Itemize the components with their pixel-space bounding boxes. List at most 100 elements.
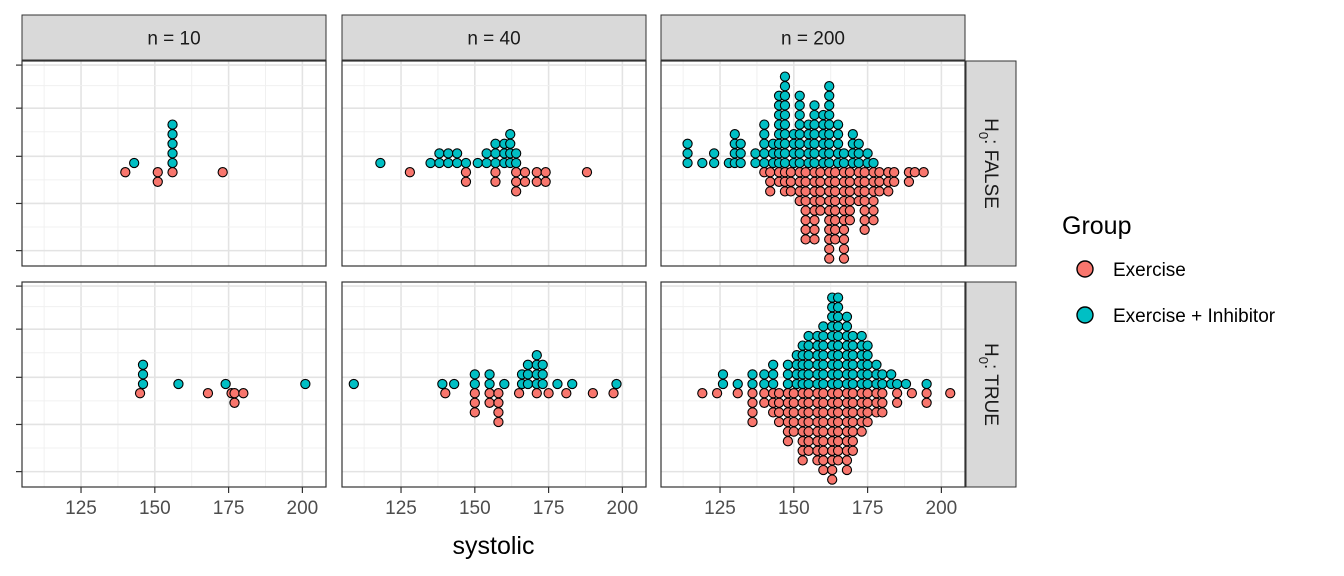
data-point-exercise [540, 167, 551, 178]
facet-label-row: H0: FALSE [976, 118, 1002, 209]
data-point-exercise-inhibitor [803, 350, 814, 361]
data-point-exercise [856, 426, 867, 437]
data-point-exercise [847, 407, 858, 418]
data-point-exercise-inhibitor [537, 378, 548, 390]
data-point-exercise-inhibitor [782, 378, 794, 390]
data-point-exercise-inhibitor [531, 350, 542, 361]
data-point-exercise-inhibitor [838, 148, 850, 159]
data-point-exercise-inhibitor [809, 138, 820, 149]
data-point-exercise [829, 215, 841, 226]
data-point-exercise [838, 243, 850, 255]
data-point-exercise-inhibitor [803, 369, 814, 380]
data-point-exercise [832, 416, 844, 428]
data-point-exercise [697, 388, 708, 399]
data-point-exercise [490, 167, 501, 178]
data-point-exercise-inhibitor [490, 138, 501, 149]
data-point-exercise-inhibitor [484, 369, 495, 380]
data-point-exercise [815, 176, 826, 187]
data-point-exercise [844, 176, 856, 187]
data-point-exercise [829, 186, 841, 197]
data-point-exercise [829, 234, 841, 245]
data-point-exercise-inhibitor [794, 138, 805, 149]
data-point-exercise-inhibitor [469, 378, 480, 390]
data-point-exercise [803, 436, 814, 447]
data-point-exercise [152, 167, 163, 178]
data-point-exercise [829, 195, 841, 207]
data-point-exercise [803, 388, 814, 399]
data-point-exercise-inhibitor [832, 138, 844, 149]
data-point-exercise [747, 397, 758, 408]
x-tick-label: 175 [213, 498, 245, 519]
data-point-exercise [469, 407, 480, 418]
data-point-exercise [587, 388, 599, 399]
data-point-exercise-inhibitor [832, 321, 844, 332]
data-point-exercise-inhibitor [522, 359, 534, 370]
data-point-exercise-inhibitor [682, 148, 693, 159]
facet-strip-col [341, 14, 647, 61]
data-point-exercise-inhibitor [782, 369, 794, 380]
data-point-exercise [782, 436, 794, 447]
data-point-exercise-inhibitor [220, 378, 231, 390]
data-point-exercise [484, 397, 495, 408]
data-point-exercise [841, 455, 853, 466]
data-point-exercise-inhibitor [847, 359, 858, 370]
data-point-exercise-inhibitor [841, 321, 853, 332]
data-point-exercise-inhibitor [682, 138, 693, 149]
data-point-exercise-inhibitor [868, 157, 879, 169]
data-point-exercise [440, 388, 451, 399]
data-point-exercise [800, 234, 811, 245]
data-point-exercise-inhibitor [809, 109, 820, 121]
data-point-exercise-inhibitor [818, 330, 829, 342]
data-point-exercise-inhibitor [481, 148, 492, 159]
data-point-exercise [493, 407, 504, 418]
data-point-exercise-inhibitor [921, 378, 932, 390]
facet-label-col: n = 40 [467, 29, 520, 50]
data-point-exercise [824, 253, 835, 264]
x-tick-label: 150 [778, 498, 810, 519]
data-point-exercise [238, 388, 249, 399]
data-point-exercise-inhibitor [735, 157, 746, 169]
data-point-exercise-inhibitor [832, 119, 844, 130]
data-point-exercise [788, 397, 799, 408]
data-point-exercise-inhibitor [469, 369, 480, 380]
data-point-exercise-inhibitor [832, 359, 844, 370]
data-point-exercise [765, 186, 776, 197]
data-point-exercise [519, 176, 531, 187]
data-point-exercise-inhibitor [832, 302, 844, 313]
data-point-exercise [785, 167, 797, 178]
data-point-exercise [773, 388, 785, 399]
data-point-exercise-inhibitor [779, 157, 791, 169]
panel-border [21, 281, 327, 488]
data-point-exercise-inhibitor [779, 138, 791, 149]
data-point-exercise-inhibitor [832, 350, 844, 361]
data-point-exercise-inhibitor [886, 369, 897, 380]
data-point-exercise [832, 407, 844, 418]
data-point-exercise-inhibitor [824, 100, 835, 111]
data-point-exercise-inhibitor [173, 378, 184, 390]
data-point-exercise-inhibitor [818, 378, 829, 390]
data-point-exercise-inhibitor [708, 148, 720, 159]
data-point-exercise-inhibitor [167, 138, 178, 149]
data-point-exercise-inhibitor [794, 157, 805, 169]
facet-label-col: n = 10 [147, 29, 200, 50]
panel-border [660, 60, 966, 267]
data-point-exercise [868, 195, 879, 207]
data-point-exercise-inhibitor [809, 119, 820, 130]
panel-border [21, 60, 327, 267]
data-point-exercise [868, 205, 879, 216]
data-point-exercise-inhibitor [537, 359, 548, 370]
data-point-exercise-inhibitor [552, 378, 563, 390]
data-point-exercise [874, 167, 885, 178]
data-point-exercise-inhibitor [824, 157, 835, 169]
data-point-exercise [510, 186, 522, 197]
data-point-exercise-inhibitor [779, 148, 791, 159]
data-point-exercise [773, 397, 785, 408]
data-point-exercise-inhibitor [824, 119, 835, 130]
data-point-exercise-inhibitor [490, 157, 501, 169]
data-point-exercise [469, 388, 480, 399]
data-point-exercise [906, 388, 918, 399]
legend-key [1076, 260, 1094, 278]
data-point-exercise-inhibitor [862, 378, 873, 390]
data-point-exercise-inhibitor [167, 129, 178, 140]
data-point-exercise [818, 445, 829, 456]
